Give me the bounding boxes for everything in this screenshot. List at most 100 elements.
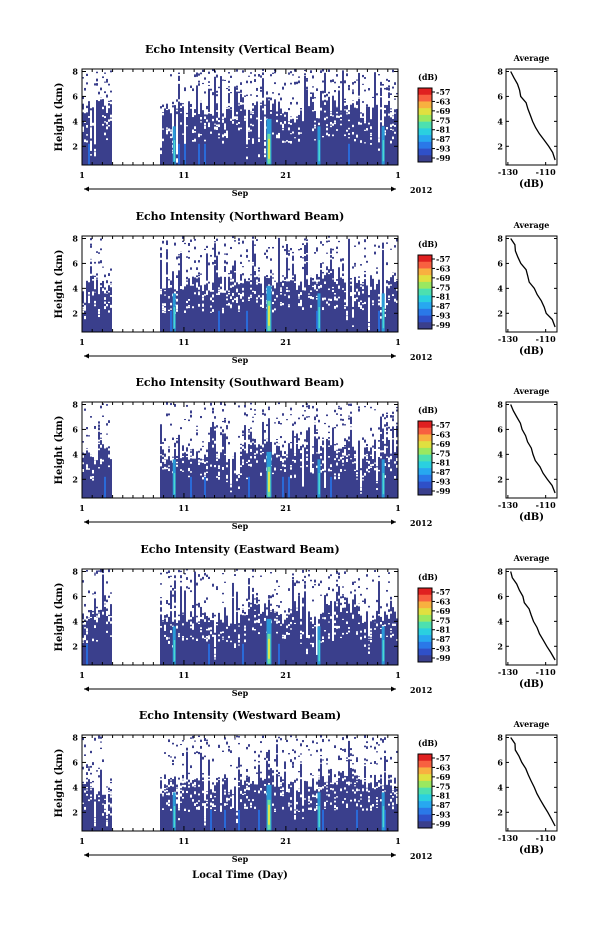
heatmap-cell xyxy=(264,114,266,117)
heatmap-column xyxy=(252,438,254,498)
heatmap-cell xyxy=(328,431,330,434)
heatmap-cell xyxy=(292,749,294,752)
heatmap-cell xyxy=(280,601,282,603)
heatmap-column xyxy=(276,439,278,498)
heatmap-cell-strong xyxy=(242,643,244,665)
profile-y-tick-label: 2 xyxy=(497,308,503,318)
heatmap-cell xyxy=(194,74,196,78)
heatmap-column xyxy=(224,433,226,498)
heatmap-cell xyxy=(332,79,334,82)
heatmap-gap xyxy=(280,469,282,471)
heatmap-cell xyxy=(196,275,198,278)
heatmap-column xyxy=(326,781,328,831)
heatmap-gap xyxy=(286,625,288,629)
heatmap-gap xyxy=(350,799,352,802)
heatmap-gap xyxy=(336,115,338,118)
heatmap-column xyxy=(394,611,396,665)
heatmap-cell xyxy=(162,240,164,244)
heatmap-gap xyxy=(106,822,108,825)
heatmap-column xyxy=(180,586,182,665)
heatmap-column xyxy=(336,781,338,831)
heatmap-gap xyxy=(300,636,302,639)
heatmap-cell xyxy=(352,582,354,585)
heatmap-gap xyxy=(278,454,280,457)
heatmap-cell xyxy=(188,587,190,590)
heatmap-gap xyxy=(230,118,232,121)
heatmap-cell xyxy=(98,261,100,264)
heatmap-cell xyxy=(374,761,376,764)
heatmap-cell xyxy=(100,405,102,409)
heatmap-cell-strong xyxy=(330,476,332,498)
heatmap-gap xyxy=(98,309,100,312)
heatmap-gap xyxy=(356,474,358,477)
heatmap-cell xyxy=(182,236,184,239)
heatmap-cell xyxy=(376,466,378,468)
heatmap-gap xyxy=(232,278,234,282)
echo-event-core xyxy=(318,473,320,495)
heatmap-cell xyxy=(178,75,180,77)
heatmap-cell xyxy=(174,756,176,759)
heatmap-cell xyxy=(96,71,98,74)
heatmap-cell xyxy=(260,750,262,753)
heatmap-cell xyxy=(266,92,268,95)
heatmap-cell xyxy=(368,88,370,91)
heatmap-cell xyxy=(336,424,338,427)
heatmap-column xyxy=(288,784,290,831)
profile-line xyxy=(510,571,556,661)
heatmap-gap xyxy=(268,760,270,764)
heatmap-gap xyxy=(196,282,198,285)
heatmap-gap xyxy=(280,782,282,785)
heatmap-column xyxy=(290,116,292,165)
heatmap-cell xyxy=(198,83,200,86)
heatmap-gap xyxy=(294,453,296,456)
heatmap-cell xyxy=(170,423,172,426)
heatmap-gap xyxy=(90,787,92,789)
heatmap-column xyxy=(394,109,396,165)
heatmap-cell xyxy=(338,86,340,88)
heatmap-column xyxy=(362,622,364,665)
colorbar-tick-label: -99 xyxy=(436,819,451,829)
y-tick-label: 8 xyxy=(72,566,78,576)
heatmap-column xyxy=(238,474,240,498)
heatmap-cell xyxy=(82,96,84,100)
heatmap-cell xyxy=(164,776,166,779)
heatmap-gap xyxy=(304,798,306,800)
heatmap-column xyxy=(88,617,90,665)
heatmap-gap xyxy=(260,787,262,791)
heatmap-column xyxy=(164,108,166,165)
heatmap-gap xyxy=(264,784,266,786)
colorbar-segment xyxy=(418,121,432,129)
heatmap-column xyxy=(232,808,234,831)
heatmap-column xyxy=(262,611,264,665)
colorbar-segment xyxy=(418,261,432,269)
heatmap-cell xyxy=(274,422,276,424)
heatmap-cell xyxy=(272,72,274,74)
heatmap-gap xyxy=(214,123,216,125)
heatmap-gap xyxy=(334,296,336,300)
heatmap-gap xyxy=(356,134,358,137)
heatmap-gap xyxy=(162,310,164,313)
echo-event-peak xyxy=(268,305,271,326)
heatmap-column xyxy=(328,437,330,498)
heatmap-gap xyxy=(372,303,374,306)
heatmap-gap xyxy=(362,283,364,285)
heatmap-cell xyxy=(258,267,260,270)
heatmap-gap xyxy=(396,799,398,803)
heatmap-gap xyxy=(328,288,330,291)
heatmap-cell xyxy=(268,408,270,411)
heatmap-gap xyxy=(368,122,370,125)
heatmap-gap xyxy=(304,261,306,264)
heatmap-gap xyxy=(88,799,90,802)
heatmap-cell-strong xyxy=(88,143,90,165)
heatmap-column xyxy=(188,101,190,165)
heatmap-gap xyxy=(392,123,394,126)
heatmap-cell xyxy=(328,425,330,428)
heatmap-gap xyxy=(182,450,184,454)
heatmap-gap xyxy=(218,133,220,136)
heatmap-column xyxy=(102,280,104,332)
heatmap-cell xyxy=(240,773,242,777)
heatmap-column xyxy=(388,439,390,498)
heatmap-gap xyxy=(302,809,304,812)
heatmap-column xyxy=(374,622,376,665)
heatmap-cell xyxy=(216,425,218,428)
